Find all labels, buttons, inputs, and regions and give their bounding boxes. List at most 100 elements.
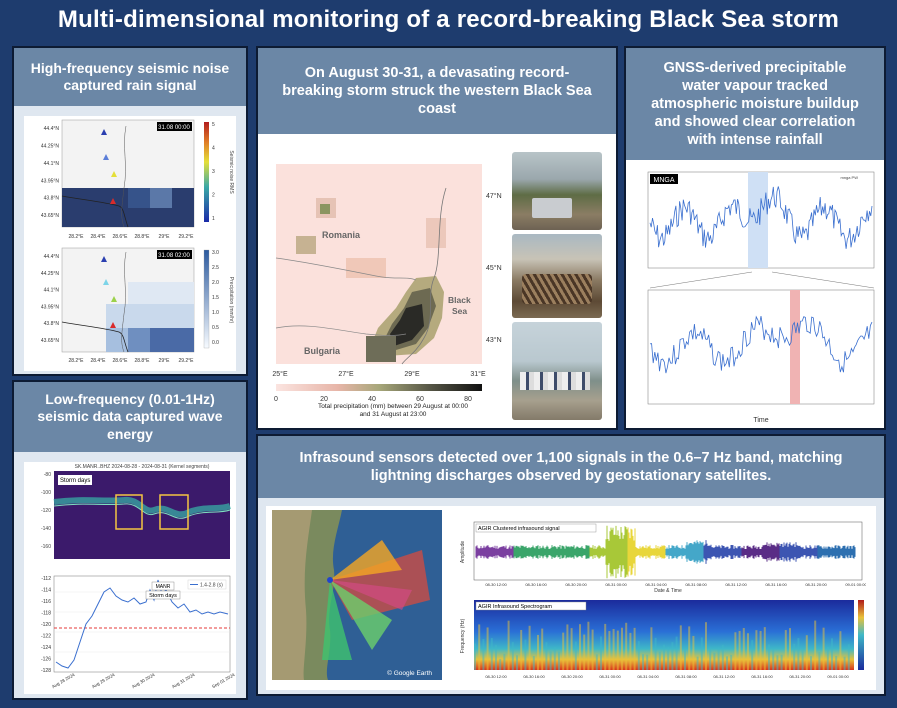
colorbar-caption: Total precipitation (mm) between 29 Augu… [318,403,468,418]
spectrogram-title: AGIR Infrasound Spectrogram [478,604,552,610]
panel-seismic-lf: Low-frequency (0.01-1Hz) seismic data ca… [12,380,248,700]
longitude-tick: 28.2°E [68,358,84,364]
longitude-tick: 31°E [470,370,486,378]
spectrogram-streak [591,629,594,670]
storm-damage-photo-2 [512,234,602,318]
spectrogram-streak [600,636,602,670]
y-tick: -122 [41,634,51,640]
zoom-connector [649,271,875,289]
longitude-tick: 28.8°E [134,234,150,240]
spectrogram-streak [553,647,556,670]
latitude-tick: 43.65°N [41,213,60,219]
y-tick: -128 [41,668,51,674]
lf-amplitude-plot: -112 -114 -116 -118 -120 -122 -124 -126 -128 MAN… [41,575,236,689]
time-tick: 09-01 00:00 [845,582,866,587]
spectrogram-streak [616,630,619,670]
poster-title: Multi-dimensional monitoring of a record… [57,6,840,33]
y-tick: -126 [41,657,51,663]
longitude-tick: 29°E [159,358,171,364]
x-tick: Aug 31 2024 [171,672,196,689]
time-tick: 08-31 12:00 [725,582,747,587]
spectrogram-streak [814,620,817,670]
latitude-tick: 44.1°N [44,161,60,167]
svg-text:-100: -100 [41,490,51,496]
spectrogram-streak [671,642,674,670]
spectrogram-streak [570,628,573,670]
map-label-black-sea-2: Sea [452,306,467,316]
panel-heading: GNSS-derived precipitable water vapour t… [626,48,884,160]
time-tick: 08-31 00:00 [605,582,627,587]
colorbar-tick: 2 [212,193,215,199]
spectrogram-streak [482,639,485,670]
spectrogram-streak [524,639,527,670]
latitude-tick: 44.25°N [41,271,60,277]
longitude-tick: 28.6°E [112,358,128,364]
spectrogram-streak [810,656,812,670]
colorbar-tick: 0 [274,396,278,403]
storm-days-label: Storm days [149,593,177,599]
spectrogram-streak [612,629,615,670]
latitude-tick: 43.8°N [44,196,60,202]
time-tick: 08-30 20:00 [561,674,583,679]
colorbar-tick: 3.0 [212,250,219,256]
spectrogram-streak [642,654,644,670]
svg-text:-140: -140 [41,526,51,532]
legend-entry: 1.4-2.8 (s) [200,583,223,589]
spectrogram-streak [667,647,670,670]
spectrogram-streak [747,633,749,670]
spectrogram-streak [692,635,695,670]
lf-spectral-plot: SK.MANR..BHZ 2024-08-28 - 2024-08-31 (Ke… [41,464,232,559]
spectrogram-streak [843,656,846,670]
longitude-tick: 28.2°E [68,234,84,240]
storm-damage-photo-1 [512,152,602,230]
waveform-xlabel: Date & Time [654,588,682,594]
spectrogram-streak [721,644,724,670]
spectrogram-streak [511,642,514,670]
spectrogram-streak [826,646,829,670]
panel-storm: On August 30-31, a devasating record-bre… [256,46,618,430]
pwv-overview-plot: MNGA mnga PW [647,171,875,269]
spectrogram-streak [604,623,607,670]
spectrogram-streak [621,627,623,670]
latitude-tick: 44.1°N [44,288,60,294]
spectrogram-streak [579,624,581,670]
latitude-tick: 43.65°N [41,338,60,344]
time-tick: 08-31 08:00 [675,674,697,679]
time-tick: 08-30 12:00 [485,674,507,679]
colorbar-tick: 2.5 [212,265,219,271]
y-tick: -114 [41,588,51,594]
longitude-tick: 29.2°E [178,358,194,364]
colorbar-tick: 1.5 [212,295,219,301]
spectrogram-streak [516,655,518,670]
spectrogram-streak [490,637,493,670]
axis-label-time: Time [753,417,768,424]
colorbar-tick: 60 [416,396,424,403]
spectrogram-streak [822,627,825,670]
svg-text:-80: -80 [44,472,51,478]
spectrogram-streak [835,655,838,670]
colorbar-tick: 40 [368,396,376,403]
longitude-tick: 29°E [159,234,171,240]
spectrogram-streak [658,651,661,670]
seismic-noise-map: 31.08 00:00 44.4°N44.25°N44.1°N43.95°N43… [41,119,234,240]
spectrogram-streak [688,626,691,670]
panel-infrasound: Infrasound sensors detected over 1,100 s… [256,434,886,696]
spectrogram-streak [730,654,733,670]
colorbar-tick: 2.0 [212,280,219,286]
spectrogram-streak [528,625,531,670]
spectrogram-streak [503,653,506,670]
longitude-tick: 28.8°E [134,358,150,364]
longitude-tick: 28.6°E [112,234,128,240]
spectrogram-streak [532,656,535,670]
spectrogram-streak [831,638,833,670]
panel-heading: On August 30-31, a devasating record-bre… [258,48,616,134]
time-tick: 08-31 16:00 [765,582,787,587]
spectrogram-streak [847,644,850,670]
spectrogram-streak [784,630,787,670]
latitude-tick: 43°N [486,336,502,344]
time-tick: 08-31 04:00 [637,674,659,679]
spectrogram-streak [742,628,745,670]
longitude-tick: 25°E [272,370,288,378]
time-tick: 08-30 12:00 [485,582,507,587]
longitude-tick: 29.2°E [178,234,194,240]
